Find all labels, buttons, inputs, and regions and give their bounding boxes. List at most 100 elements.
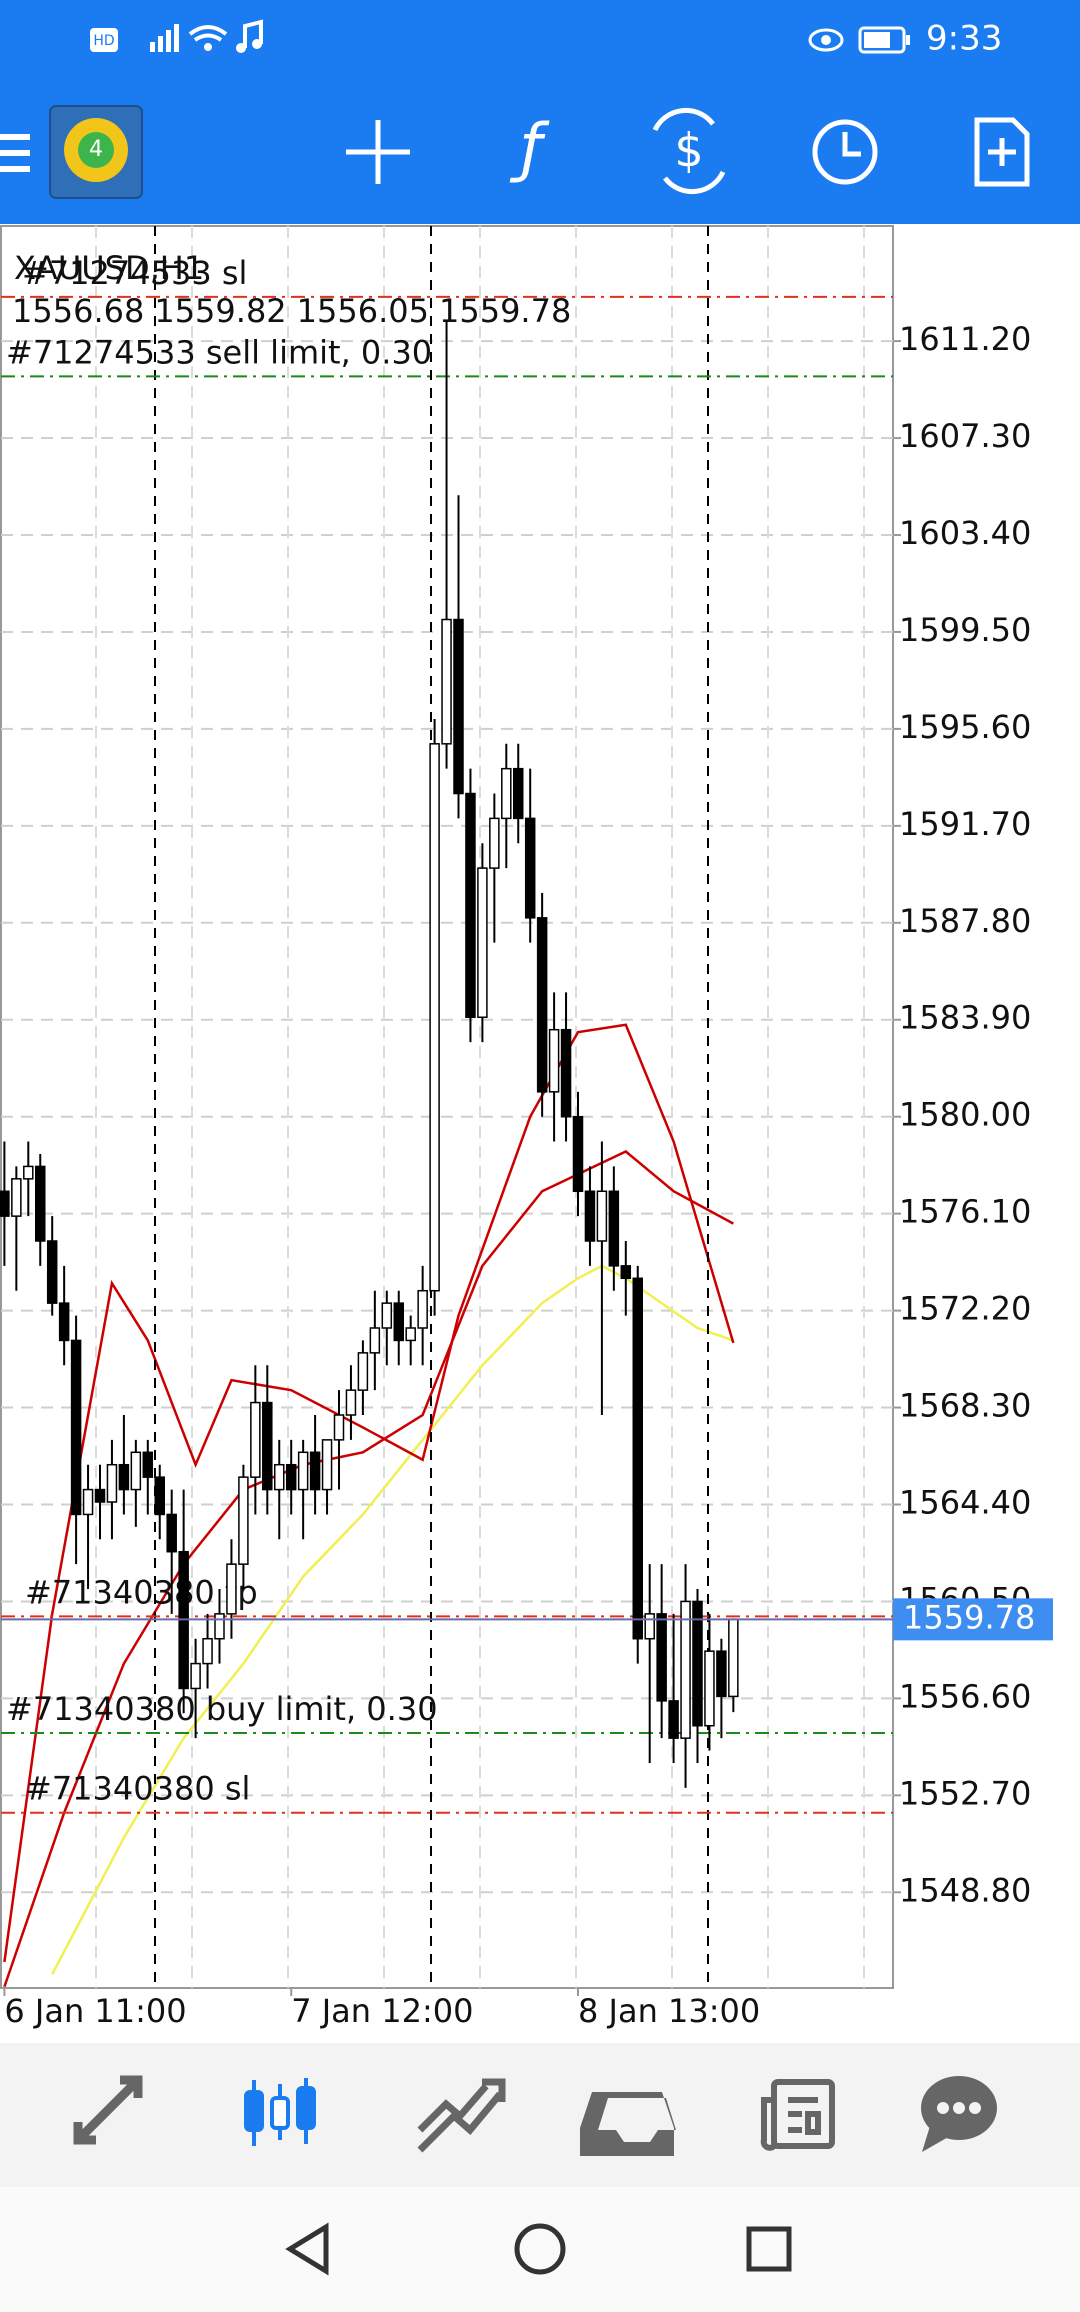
candle-body [608, 1190, 620, 1267]
menu-button[interactable] [0, 134, 30, 172]
order-label: #71340380 buy limit, 0.30 [6, 1690, 438, 1728]
y-tick-label: 1552.70 [899, 1774, 1031, 1812]
candle-body [584, 1190, 596, 1242]
candle-body [656, 1613, 667, 1702]
ohlc-value: 1556.05 [297, 292, 429, 330]
candle-body [190, 1662, 201, 1690]
candle-body [728, 1618, 739, 1698]
candle-body [106, 1463, 118, 1503]
candle-body [274, 1463, 285, 1491]
trade-button[interactable]: $ [652, 107, 726, 195]
candle-body [477, 867, 488, 1019]
candle-body [154, 1476, 165, 1516]
order-label: #71274533 sl [22, 254, 247, 292]
candle-body [501, 767, 512, 820]
y-tick-label: 1603.40 [899, 514, 1031, 552]
candle-body [333, 1414, 345, 1441]
candle-body [130, 1451, 142, 1491]
ohlc-header: 1556.68 1559.82 1556.05 1559.78 [12, 292, 571, 330]
candle-body [620, 1265, 632, 1280]
new-order-button[interactable] [974, 117, 1030, 187]
y-tick-label: 1591.70 [899, 805, 1031, 843]
candle-body [345, 1389, 357, 1416]
y-tick-label: 1572.20 [899, 1290, 1031, 1328]
candle-body [429, 743, 440, 1292]
candle-body [118, 1463, 130, 1491]
candle-body [166, 1513, 177, 1553]
trade-tab[interactable] [417, 2078, 506, 2153]
recents-button[interactable] [746, 2226, 792, 2272]
candle-body [548, 1028, 560, 1093]
chart-tab[interactable] [244, 2078, 316, 2146]
candle-body [596, 1190, 608, 1242]
candle-body [0, 1190, 10, 1217]
last-price-box [893, 1598, 1053, 1641]
candle-body [285, 1463, 297, 1491]
news-tab[interactable] [760, 2079, 835, 2151]
x-tick-label: 6 Jan 11:00 [4, 1992, 186, 2030]
candle-body [297, 1451, 309, 1491]
candle-body [226, 1563, 237, 1615]
ohlc-value: 1559.82 [154, 292, 286, 330]
timeframe-button[interactable] [812, 119, 878, 185]
candle-body [560, 1028, 572, 1118]
candle-body [214, 1613, 225, 1640]
home-button[interactable] [514, 2223, 566, 2275]
candle-body [393, 1302, 404, 1342]
last-price-label: 1559.78 [903, 1598, 1035, 1636]
top-bar [0, 0, 1080, 224]
indicator-line [51, 1264, 734, 1975]
candle-body [142, 1451, 154, 1478]
candle-body [692, 1600, 703, 1727]
candle-body [70, 1339, 82, 1516]
chat-tab[interactable] [921, 2076, 997, 2152]
candle-body [381, 1302, 393, 1329]
clock: 9:33 [926, 19, 1002, 59]
quotes-tab[interactable] [73, 2075, 143, 2145]
candle-body [46, 1240, 58, 1304]
svg-text:HD: HD [93, 33, 114, 49]
candle-body [536, 917, 548, 1093]
candle-body [321, 1439, 333, 1491]
day-separators [154, 226, 709, 1988]
candle-body [524, 817, 536, 919]
history-tab[interactable] [580, 2092, 676, 2156]
y-tick-label: 1583.90 [899, 999, 1031, 1037]
crosshair-button[interactable] [346, 120, 410, 184]
candle-body [489, 817, 500, 869]
candle-body [11, 1178, 22, 1217]
y-tick-label: 1607.30 [899, 417, 1031, 455]
y-tick-label: 1548.80 [899, 1871, 1031, 1909]
y-tick-label: 1556.60 [899, 1677, 1031, 1715]
candle-body [465, 792, 476, 1019]
candle-body [238, 1476, 249, 1565]
candle-body [632, 1277, 643, 1640]
candle-body [262, 1401, 273, 1491]
back-button[interactable] [285, 2222, 329, 2276]
app-icon[interactable]: 4 [49, 105, 143, 199]
candle-body [94, 1488, 106, 1503]
svg-text:$: $ [674, 124, 703, 178]
candle-body [58, 1302, 70, 1342]
candle-body [453, 618, 464, 795]
y-tick-label: 1611.20 [899, 320, 1031, 358]
candle-body [704, 1650, 715, 1727]
y-tick-label: 1568.30 [899, 1387, 1031, 1425]
ohlc-value: 1556.68 [12, 292, 144, 330]
candle-body [202, 1637, 213, 1665]
ohlc-value: 1559.78 [439, 292, 571, 330]
chart-title: XAUUSD,H1 [14, 249, 204, 287]
status-icons: HD [90, 19, 910, 54]
y-tick-label: 1599.50 [899, 611, 1031, 649]
candle-body [23, 1165, 34, 1180]
candle-body [644, 1613, 655, 1640]
candle-body [513, 767, 524, 820]
y-tick-label: 1564.40 [899, 1483, 1031, 1521]
y-tick-label: 1595.60 [899, 708, 1031, 746]
candle-body [417, 1289, 428, 1329]
candle-body [309, 1451, 321, 1491]
y-tick-label: 1576.10 [899, 1193, 1031, 1231]
candle-body [680, 1600, 691, 1739]
x-tick-label: 8 Jan 13:00 [578, 1992, 760, 2030]
